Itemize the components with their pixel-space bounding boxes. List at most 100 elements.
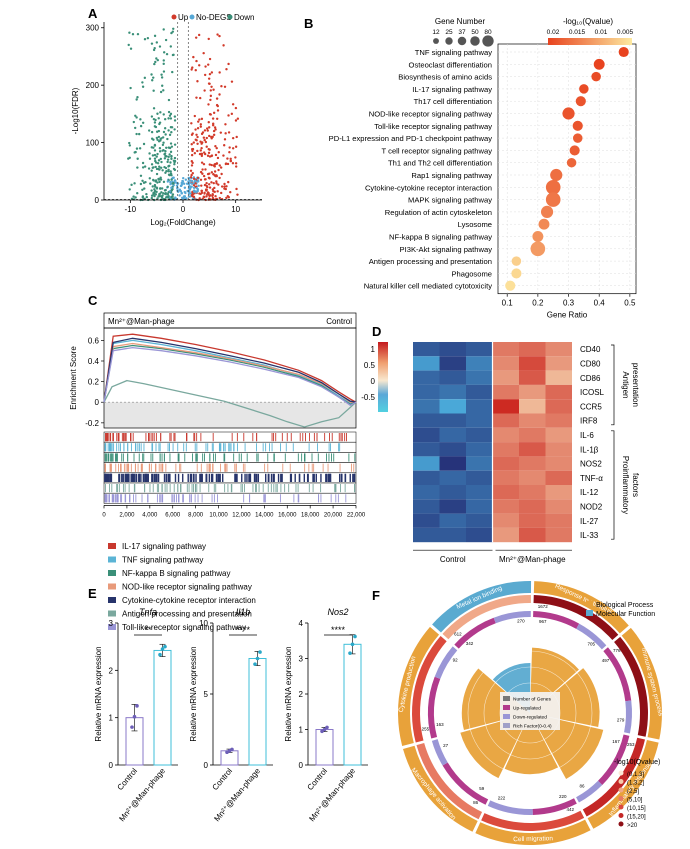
up-point xyxy=(223,187,226,190)
down-point xyxy=(128,141,131,145)
up-point xyxy=(201,131,205,134)
up-point xyxy=(216,109,220,112)
down-point xyxy=(158,121,162,124)
down-point xyxy=(172,159,176,162)
down-point xyxy=(159,157,163,161)
down-point xyxy=(168,114,172,117)
rich-factor-wedge xyxy=(504,713,559,775)
down-point xyxy=(150,163,154,166)
gene-label: IL-12 xyxy=(580,488,599,497)
heatmap-cell xyxy=(492,499,519,514)
down-point xyxy=(159,139,162,142)
subplot-title: Nos2 xyxy=(327,607,348,617)
up-point xyxy=(196,176,200,179)
up-point xyxy=(210,71,214,74)
up-point xyxy=(198,64,201,67)
heatmap-cell xyxy=(439,456,466,471)
down-point xyxy=(148,157,152,160)
down-point xyxy=(150,115,154,118)
down-point xyxy=(173,115,177,118)
down-point xyxy=(160,187,164,190)
y-tick-label: 3 xyxy=(109,619,114,628)
data-point xyxy=(163,644,167,649)
up-point xyxy=(205,127,209,130)
up-point xyxy=(190,122,193,125)
down-point xyxy=(162,70,166,73)
down-point xyxy=(141,121,145,125)
x-tick-label: 12,000 xyxy=(232,512,251,518)
negative-area xyxy=(104,402,356,428)
up-point xyxy=(200,146,203,150)
up-point xyxy=(195,59,198,63)
up-point xyxy=(214,145,217,148)
up-point xyxy=(192,141,195,144)
legend-label: TNF signaling pathway xyxy=(122,556,203,565)
nodeg-point xyxy=(175,181,178,184)
y-tick-label: 10 xyxy=(199,619,208,628)
legend-marker xyxy=(227,14,233,20)
nodeg-point xyxy=(183,186,187,189)
x-axis-label: Gene Ratio xyxy=(547,311,588,320)
down-point xyxy=(158,194,161,197)
down-point xyxy=(173,119,177,122)
nodeg-point xyxy=(197,180,200,183)
data-point xyxy=(135,704,139,708)
up-point xyxy=(216,33,219,36)
up-point xyxy=(192,183,196,187)
up-point xyxy=(218,93,221,96)
nodeg-point xyxy=(176,186,179,190)
up-point xyxy=(190,159,193,163)
legend-swatch xyxy=(108,624,116,630)
down-point xyxy=(155,136,159,140)
up-regulated-arc xyxy=(428,676,441,739)
x-tick-label: 20,000 xyxy=(324,512,343,518)
x-tick-label: 4,000 xyxy=(142,512,158,518)
gene-count-label: 253 xyxy=(627,742,635,747)
up-point xyxy=(225,196,228,200)
up-point xyxy=(231,103,235,106)
up-point xyxy=(214,153,218,157)
heatmap-cell xyxy=(492,513,519,528)
up-point xyxy=(204,168,207,171)
data-point xyxy=(130,725,134,729)
pathway-bubble xyxy=(550,168,563,182)
up-point xyxy=(215,117,219,120)
legend-label: Toll-like receptor signaling pathway xyxy=(122,623,246,632)
up-point xyxy=(189,169,193,172)
up-point xyxy=(223,85,227,88)
up-point xyxy=(230,80,234,83)
down-point xyxy=(141,188,144,192)
hit-strip xyxy=(103,492,357,504)
es-curve xyxy=(103,333,357,403)
up-point xyxy=(215,97,219,100)
down-point xyxy=(160,73,163,76)
significance-label: **** xyxy=(331,625,346,635)
down-point xyxy=(155,155,158,158)
bar xyxy=(153,649,172,766)
heatmap-cell xyxy=(492,427,519,443)
up-point xyxy=(230,112,234,116)
up-point xyxy=(212,88,215,91)
legend-label: No-DEGS xyxy=(196,13,232,22)
up-point xyxy=(220,172,223,176)
nodeg-point xyxy=(166,180,169,183)
pathway-label: Biosynthesis of amino acids xyxy=(398,73,492,82)
pathway-bubble xyxy=(540,205,554,218)
down-point xyxy=(141,81,144,84)
nodeg-point xyxy=(174,196,177,199)
down-point xyxy=(159,187,162,190)
up-point xyxy=(205,145,208,148)
down-point xyxy=(136,192,139,195)
gene-count-label: 442 xyxy=(566,807,574,812)
heatmap-cell xyxy=(413,442,440,457)
pathway-bubble xyxy=(505,280,516,291)
up-point xyxy=(192,177,196,180)
down-point xyxy=(136,157,139,160)
pathway-label: Th17 cell differentiation xyxy=(414,97,492,106)
down-point xyxy=(173,163,176,166)
heatmap-cell xyxy=(519,356,546,371)
nodeg-point xyxy=(187,180,190,183)
down-point xyxy=(155,41,159,44)
down-point xyxy=(153,125,157,128)
up-point xyxy=(208,134,211,138)
